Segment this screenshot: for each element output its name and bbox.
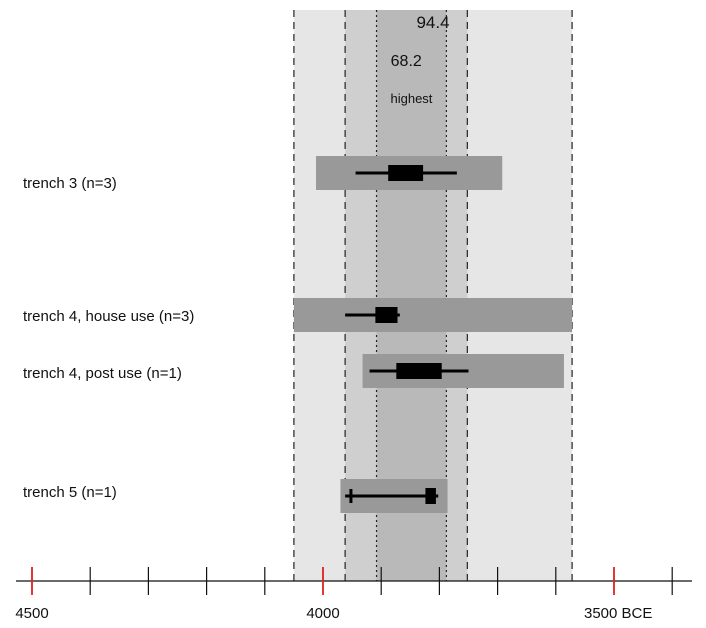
- x-axis: 4500 4000 3500 BCE: [15, 567, 692, 622]
- tick-label-4500: 4500: [15, 605, 48, 622]
- row-4-label: trench 5 (n=1): [23, 484, 117, 501]
- band-1-label: 94.4: [416, 13, 449, 32]
- row-1-label: trench 3 (n=3): [23, 175, 117, 192]
- row-2-label: trench 4, house use (n=3): [23, 308, 194, 325]
- row-1-box: [388, 165, 424, 181]
- band-3-label: highest: [391, 91, 433, 106]
- row-3-box: [396, 363, 442, 379]
- row-2-box: [375, 307, 398, 323]
- tick-label-4000: 4000: [306, 605, 339, 622]
- row-2-range-bar: [293, 298, 573, 332]
- row-4-box: [425, 488, 436, 504]
- range-rows: trench 3 (n=3) trench 4, house use (n=3) t…: [23, 156, 573, 513]
- tick-label-3500: 3500 BCE: [584, 605, 652, 622]
- band-2-label: 68.2: [391, 53, 422, 70]
- row-3-label: trench 4, post use (n=1): [23, 365, 182, 382]
